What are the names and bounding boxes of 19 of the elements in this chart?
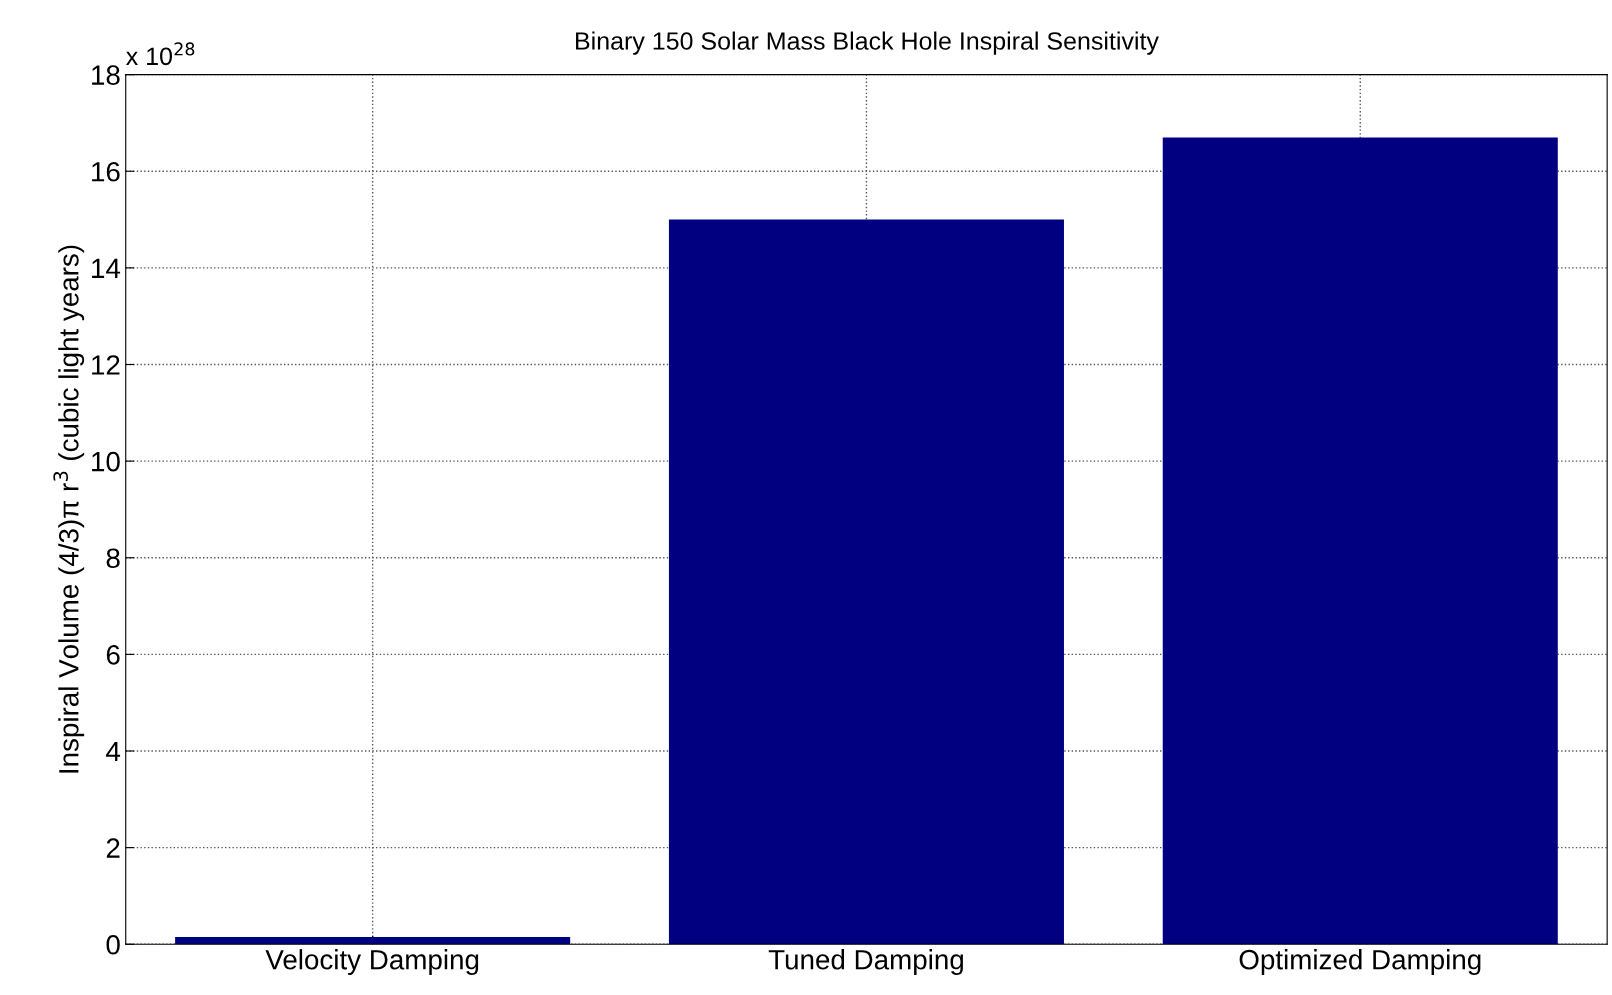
x-tick-label: Velocity Damping [265,949,479,976]
y-tick-label: 10 [92,451,120,472]
y-tick-label: 16 [92,161,120,182]
y-tick-label: 8 [106,548,120,569]
y-tick-label: 12 [92,355,120,375]
chart-title: Binary 150 Solar Mass Black Hole Inspiral Sensitivity [576,31,1159,55]
y-tick-label: 2 [106,838,120,858]
y-tick-label: 6 [106,645,120,665]
bar [1162,137,1558,945]
y-tick-label: 14 [92,258,121,278]
text: x 10$^{28}$ [126,42,195,66]
bar [668,219,1064,945]
y-tick-label: 18 [92,65,120,85]
y-axis-title: Inspiral Volume (4/3)π r$^{3}$ (cubic light years) [53,245,85,773]
x-tick-label: Tuned Damping [768,949,963,976]
y-tick-label: 4 [106,741,121,762]
y-tick-label: 0 [106,934,120,955]
x-tick-label: Optimized Damping [1239,949,1481,976]
bar [175,937,571,945]
